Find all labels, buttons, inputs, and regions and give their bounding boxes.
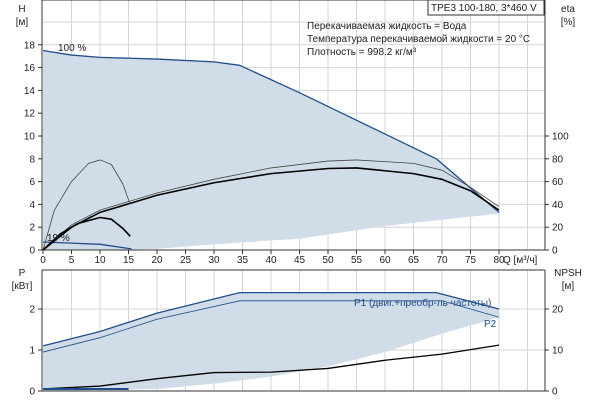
y-tick-label: 4	[29, 200, 35, 211]
y-axis-unit: [м]	[16, 17, 29, 28]
title-box	[427, 0, 545, 16]
x-tick-label: 35	[237, 255, 249, 266]
y2-tick-label: 80	[552, 154, 564, 165]
x-tick-label: 15	[123, 255, 135, 266]
y-tick-label: 14	[24, 86, 36, 97]
x-axis-label: Q [м³/ч]	[503, 255, 538, 266]
y2-axis-unit: [%]	[561, 17, 576, 28]
x-tick-label: 70	[436, 255, 448, 266]
x-tick-label: 75	[465, 255, 477, 266]
y-tick-label: 8	[29, 154, 35, 165]
label-100-percent: 100 %	[58, 43, 86, 54]
y-tick-label: 18	[24, 40, 36, 51]
y2-axis-label: eta	[561, 4, 575, 15]
x-tick-label: 40	[265, 255, 277, 266]
x-tick-label: 45	[294, 255, 306, 266]
x-tick-label: 5	[69, 255, 75, 266]
series-eta-min-thin	[42, 159, 131, 251]
label-p1: P1 (двиг.+преобр-ль частоты)	[354, 297, 491, 309]
x-tick-label: 60	[379, 255, 391, 266]
series-eta-thick	[42, 167, 500, 251]
y-axis-label: P	[19, 268, 26, 279]
y-axis-unit: [кВт]	[12, 281, 33, 292]
x-tick-label: 30	[208, 255, 220, 266]
y2-tick-label: 20	[552, 223, 564, 234]
y-tick-label: 16	[24, 63, 36, 74]
panel-0: 0 2 4 6 8 10 12 14 16 18 0 20 40 60 80 100 H [м] eta [%]	[16, 0, 576, 257]
y2-tick-label: 20	[552, 305, 564, 316]
y2-tick-label: 10	[552, 346, 564, 357]
chart-title: TPE3 100-180, 3*460 V	[431, 3, 537, 14]
series-eta-min-thick	[42, 216, 131, 251]
series-NPSH	[42, 344, 500, 390]
y-tick-label: 2	[29, 223, 35, 234]
y2-axis-unit: [м]	[562, 281, 575, 292]
y2-tick-label: 0	[552, 246, 558, 257]
operating-range-area	[43, 50, 499, 250]
y-tick-label: 2	[29, 305, 35, 316]
x-tick-label: 20	[151, 255, 163, 266]
y-tick-label: 12	[24, 109, 36, 120]
series-P1	[42, 291, 500, 347]
x-tick-label: 50	[322, 255, 334, 266]
y-tick-label: 0	[29, 246, 35, 257]
x-tick-label: 55	[351, 255, 363, 266]
info-line: Плотность = 998.2 кг/м³	[307, 47, 417, 58]
y-tick-label: 1	[29, 346, 35, 357]
series-P2	[42, 300, 500, 353]
info-line: Температура перекачиваемой жидкости = 20…	[307, 34, 530, 45]
label-p2: P2	[484, 319, 497, 330]
series-eta-thin	[42, 159, 500, 251]
info-line: Перекачиваемая жидкость = Вода	[307, 21, 467, 32]
x-tick-label: 25	[180, 255, 192, 266]
y-tick-label: 6	[29, 177, 35, 188]
y2-tick-label: 40	[552, 200, 564, 211]
y2-tick-label: 100	[552, 132, 569, 143]
series-H-19	[42, 241, 132, 250]
x-tick-label: 65	[408, 255, 420, 266]
x-tick-label: 80	[493, 255, 505, 266]
y2-tick-label: 0	[552, 387, 558, 398]
y2-axis-label: NPSH	[554, 268, 582, 279]
y-tick-label: 10	[24, 132, 36, 143]
x-tick-label: 0	[40, 255, 46, 266]
label-19-percent: 19 %	[47, 233, 70, 244]
operating-range-area	[43, 292, 499, 391]
y-axis-label: H	[18, 4, 25, 15]
y2-tick-label: 60	[552, 177, 564, 188]
x-tick-label: 10	[94, 255, 106, 266]
series-H-100	[42, 49, 500, 213]
y-tick-label: 0	[29, 387, 35, 398]
